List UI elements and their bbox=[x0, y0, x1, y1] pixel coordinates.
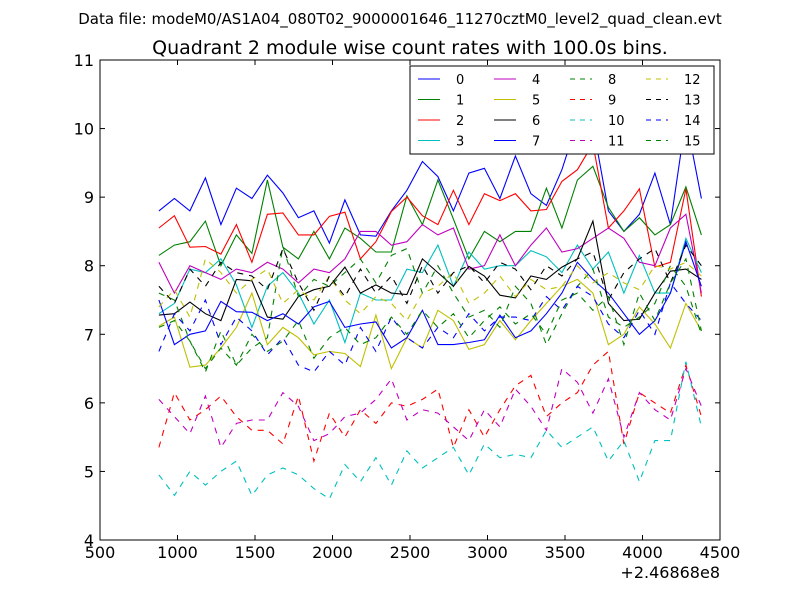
series-line-1 bbox=[158, 165, 702, 268]
x-tick-label: 3000 bbox=[467, 543, 508, 562]
series-line-4 bbox=[158, 213, 702, 295]
legend-label-6: 6 bbox=[532, 114, 540, 129]
series-line-9 bbox=[158, 350, 702, 464]
x-tick-label: 4000 bbox=[622, 543, 663, 562]
x-tick-label: 4500 bbox=[700, 543, 741, 562]
series-line-2 bbox=[158, 142, 702, 297]
legend-label-5: 5 bbox=[532, 94, 540, 109]
y-tick-label: 5 bbox=[84, 462, 94, 481]
legend-label-3: 3 bbox=[456, 135, 464, 150]
legend-label-8: 8 bbox=[608, 73, 616, 88]
series-line-15 bbox=[158, 257, 702, 370]
y-tick-label: 9 bbox=[84, 188, 94, 207]
legend-label-4: 4 bbox=[532, 73, 540, 88]
series-line-6 bbox=[158, 219, 702, 322]
series-line-10 bbox=[158, 361, 702, 500]
series-line-8 bbox=[158, 246, 702, 374]
x-tick-label: 2500 bbox=[390, 543, 431, 562]
legend-label-12: 12 bbox=[684, 73, 701, 88]
legend-label-7: 7 bbox=[532, 135, 540, 150]
series-line-12 bbox=[158, 257, 702, 322]
legend-label-13: 13 bbox=[684, 94, 701, 109]
series-line-3 bbox=[158, 236, 702, 345]
legend-label-15: 15 bbox=[684, 135, 701, 150]
axis-layer: 500 1000 1500 2000 2500 3000 3500 4000 4500 4 5 6 7 8… bbox=[74, 51, 741, 562]
series-line-14 bbox=[158, 281, 702, 373]
y-tick-label: 4 bbox=[84, 531, 94, 550]
legend-label-9: 9 bbox=[608, 94, 616, 109]
y-tick-label: 6 bbox=[84, 394, 94, 413]
x-tick-label: 1500 bbox=[235, 543, 276, 562]
chart-title: Quadrant 2 module wise count rates with … bbox=[152, 37, 668, 59]
legend-label-2: 2 bbox=[456, 114, 464, 129]
x-tick-label: 2000 bbox=[312, 543, 353, 562]
x-tick-label: 3500 bbox=[545, 543, 586, 562]
legend-label-14: 14 bbox=[684, 114, 701, 129]
x-offset-label: +2.46868e8 bbox=[620, 563, 720, 582]
y-tick-label: 11 bbox=[74, 51, 94, 70]
series-line-11 bbox=[158, 366, 702, 449]
series-layer bbox=[158, 118, 702, 500]
series-line-0 bbox=[158, 118, 702, 245]
legend-label-10: 10 bbox=[608, 114, 625, 129]
series-line-5 bbox=[158, 278, 702, 371]
legend-label-0: 0 bbox=[456, 73, 464, 88]
x-tick-label: 1000 bbox=[157, 543, 198, 562]
data-file-label: Data file: modeM0/AS1A04_080T02_90000016… bbox=[78, 10, 722, 29]
y-tick-label: 7 bbox=[84, 325, 94, 344]
x-tick-label: 500 bbox=[85, 543, 116, 562]
y-tick-label: 10 bbox=[74, 120, 94, 139]
legend-box bbox=[409, 65, 715, 155]
y-tick-label: 8 bbox=[84, 257, 94, 276]
series-line-13 bbox=[158, 243, 702, 312]
legend-label-11: 11 bbox=[608, 135, 625, 150]
legend-label-1: 1 bbox=[456, 94, 464, 109]
